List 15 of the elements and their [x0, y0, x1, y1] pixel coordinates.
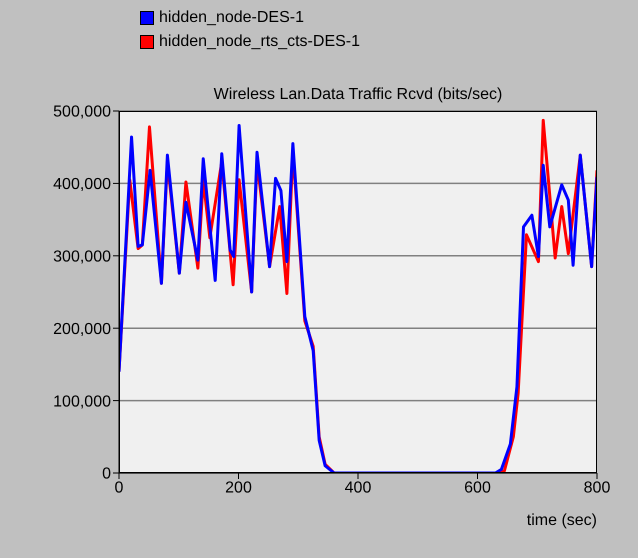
chart-title: Wireless Lan.Data Traffic Rcvd (bits/sec)	[212, 86, 504, 104]
legend-label: hidden_node-DES-1	[159, 8, 304, 28]
legend-label: hidden_node_rts_cts-DES-1	[159, 32, 360, 52]
y-tick-label: 400,000	[53, 176, 112, 194]
x-axis-title: time (sec)	[526, 512, 597, 530]
y-tick-label: 300,000	[53, 248, 112, 266]
x-tick-label: 800	[584, 479, 610, 496]
y-tick-label: 200,000	[53, 320, 112, 338]
y-tick-label: 0	[102, 466, 112, 483]
y-tick-label: 100,000	[53, 393, 112, 410]
x-tick-label: 0	[114, 479, 124, 496]
x-tick-label: 200	[225, 479, 252, 496]
x-tick-label: 400	[344, 479, 372, 496]
y-tick-label: 500,000	[53, 104, 112, 121]
x-tick-label: 600	[464, 479, 491, 496]
